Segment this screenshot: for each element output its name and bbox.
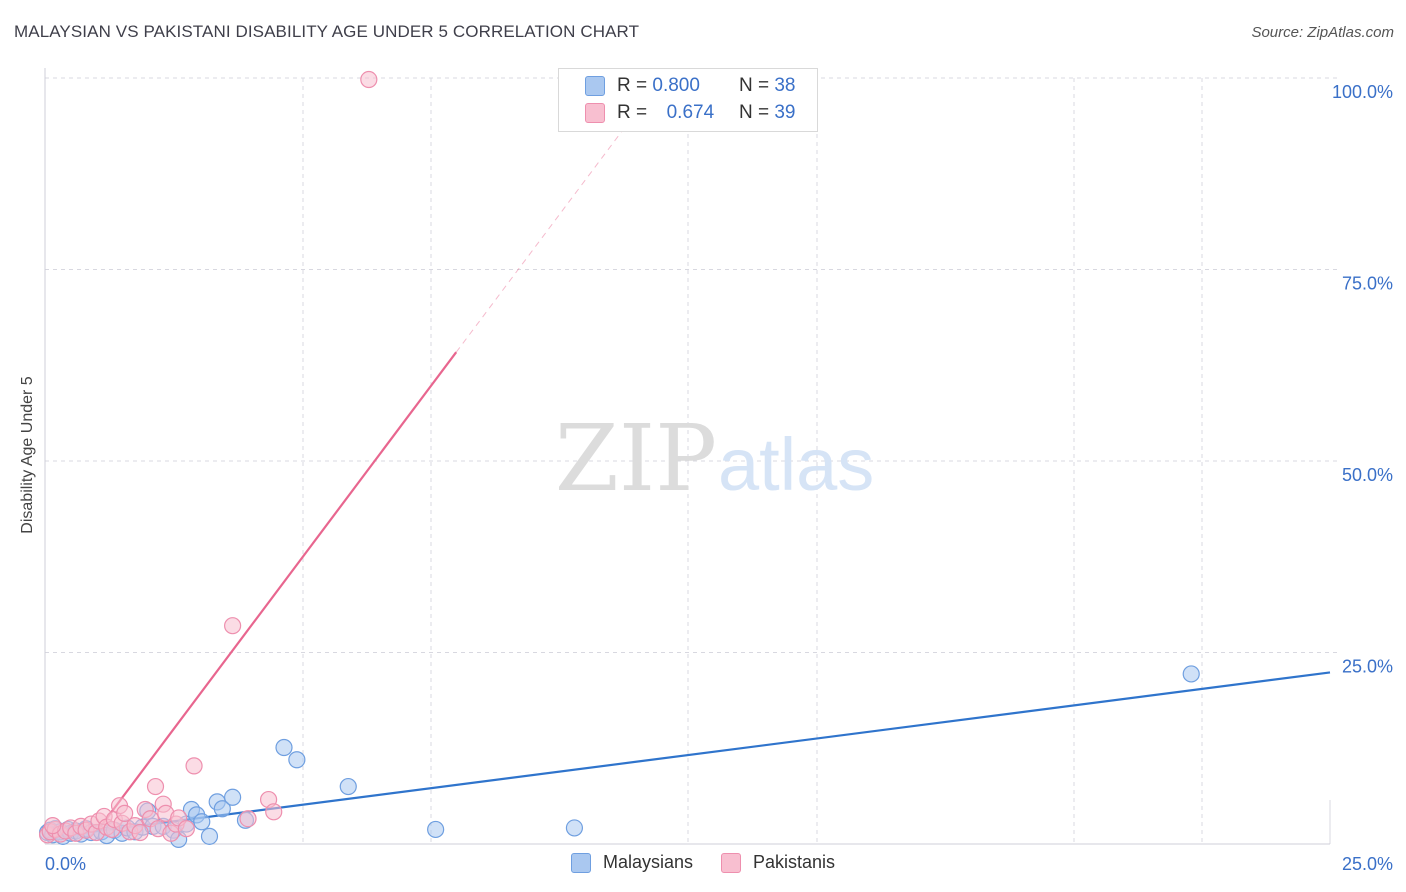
axes: [44, 68, 1330, 845]
legend-row-pakistanis: R = 0.674 N = 39: [585, 101, 795, 125]
legend-swatch-pink: [585, 103, 605, 123]
pakistani-point: [224, 617, 242, 635]
series-name-pakistanis: Pakistanis: [753, 852, 836, 872]
malaysian-point: [213, 800, 231, 818]
watermark-atlas: atlas: [718, 423, 874, 506]
malaysian-point: [427, 820, 445, 839]
y-tick-label: 100.0%: [1332, 82, 1393, 102]
pakistani-point: [44, 817, 62, 835]
grid-lines: [45, 77, 1340, 844]
malaysian-point: [1182, 665, 1200, 683]
pakistani-point: [360, 70, 378, 89]
pakistani-point: [185, 757, 203, 775]
malaysian-trend-line: [44, 671, 1331, 839]
series-legend-pakistanis: Pakistanis: [721, 852, 835, 873]
series-legend: Malaysians Pakistanis: [0, 852, 1406, 873]
pakistani-point: [239, 810, 257, 828]
malaysian-point: [275, 738, 293, 757]
pakistani-point: [116, 804, 134, 822]
malaysian-point: [565, 819, 584, 837]
legend-n-value: 38: [774, 75, 796, 96]
malaysian-point: [193, 813, 211, 831]
y-tick-label: 75.0%: [1342, 274, 1393, 294]
malaysian-point: [339, 777, 357, 796]
series-swatch-pink: [721, 852, 741, 873]
correlation-legend: R = 0.800 N = 38 R = 0.674 N = 39: [558, 68, 818, 132]
pakistani-point: [146, 777, 165, 796]
malaysian-point: [288, 751, 306, 769]
pakistani-trend-extension: [455, 77, 663, 353]
legend-swatch-blue: [585, 76, 605, 96]
legend-r-value: 0.674: [666, 102, 715, 123]
pakistani-point: [265, 803, 283, 821]
legend-r-value: 0.800: [652, 75, 700, 96]
y-axis-title: Disability Age Under 5: [19, 376, 36, 534]
source-label: Source: ZipAtlas.com: [1251, 24, 1394, 41]
series-swatch-blue: [570, 852, 591, 873]
pakistani-point: [131, 823, 149, 842]
trend-lines: [44, 77, 1331, 839]
data-points: [38, 70, 1200, 849]
y-tick-label: 50.0%: [1342, 465, 1393, 485]
legend-n-label: N =: [738, 102, 770, 123]
x-tick-label: 25.0%: [1342, 854, 1393, 874]
legend-row-malaysians: R = 0.800 N = 38: [585, 74, 795, 98]
legend-r-label: R =: [617, 75, 648, 96]
y-tick-label: 25.0%: [1342, 657, 1393, 677]
legend-n-value: 39: [774, 102, 796, 123]
x-tick-label: 0.0%: [45, 854, 86, 874]
malaysian-point: [224, 788, 242, 806]
tick-labels: 25.0% 50.0% 75.0% 100.0% 0.0% 25.0%: [45, 82, 1393, 874]
watermark-zip: ZIP: [555, 405, 717, 512]
pakistani-trend-line: [98, 351, 458, 830]
series-legend-malaysians: Malaysians: [570, 852, 693, 873]
legend-n-label: N =: [738, 75, 770, 96]
series-name-malaysians: Malaysians: [602, 852, 693, 872]
chart-title: MALAYSIAN VS PAKISTANI DISABILITY AGE UN…: [14, 22, 640, 41]
watermark: ZIP atlas: [555, 405, 874, 512]
malaysian-point: [200, 827, 219, 845]
legend-r-label: R =: [617, 102, 648, 123]
pakistani-point: [177, 820, 195, 838]
